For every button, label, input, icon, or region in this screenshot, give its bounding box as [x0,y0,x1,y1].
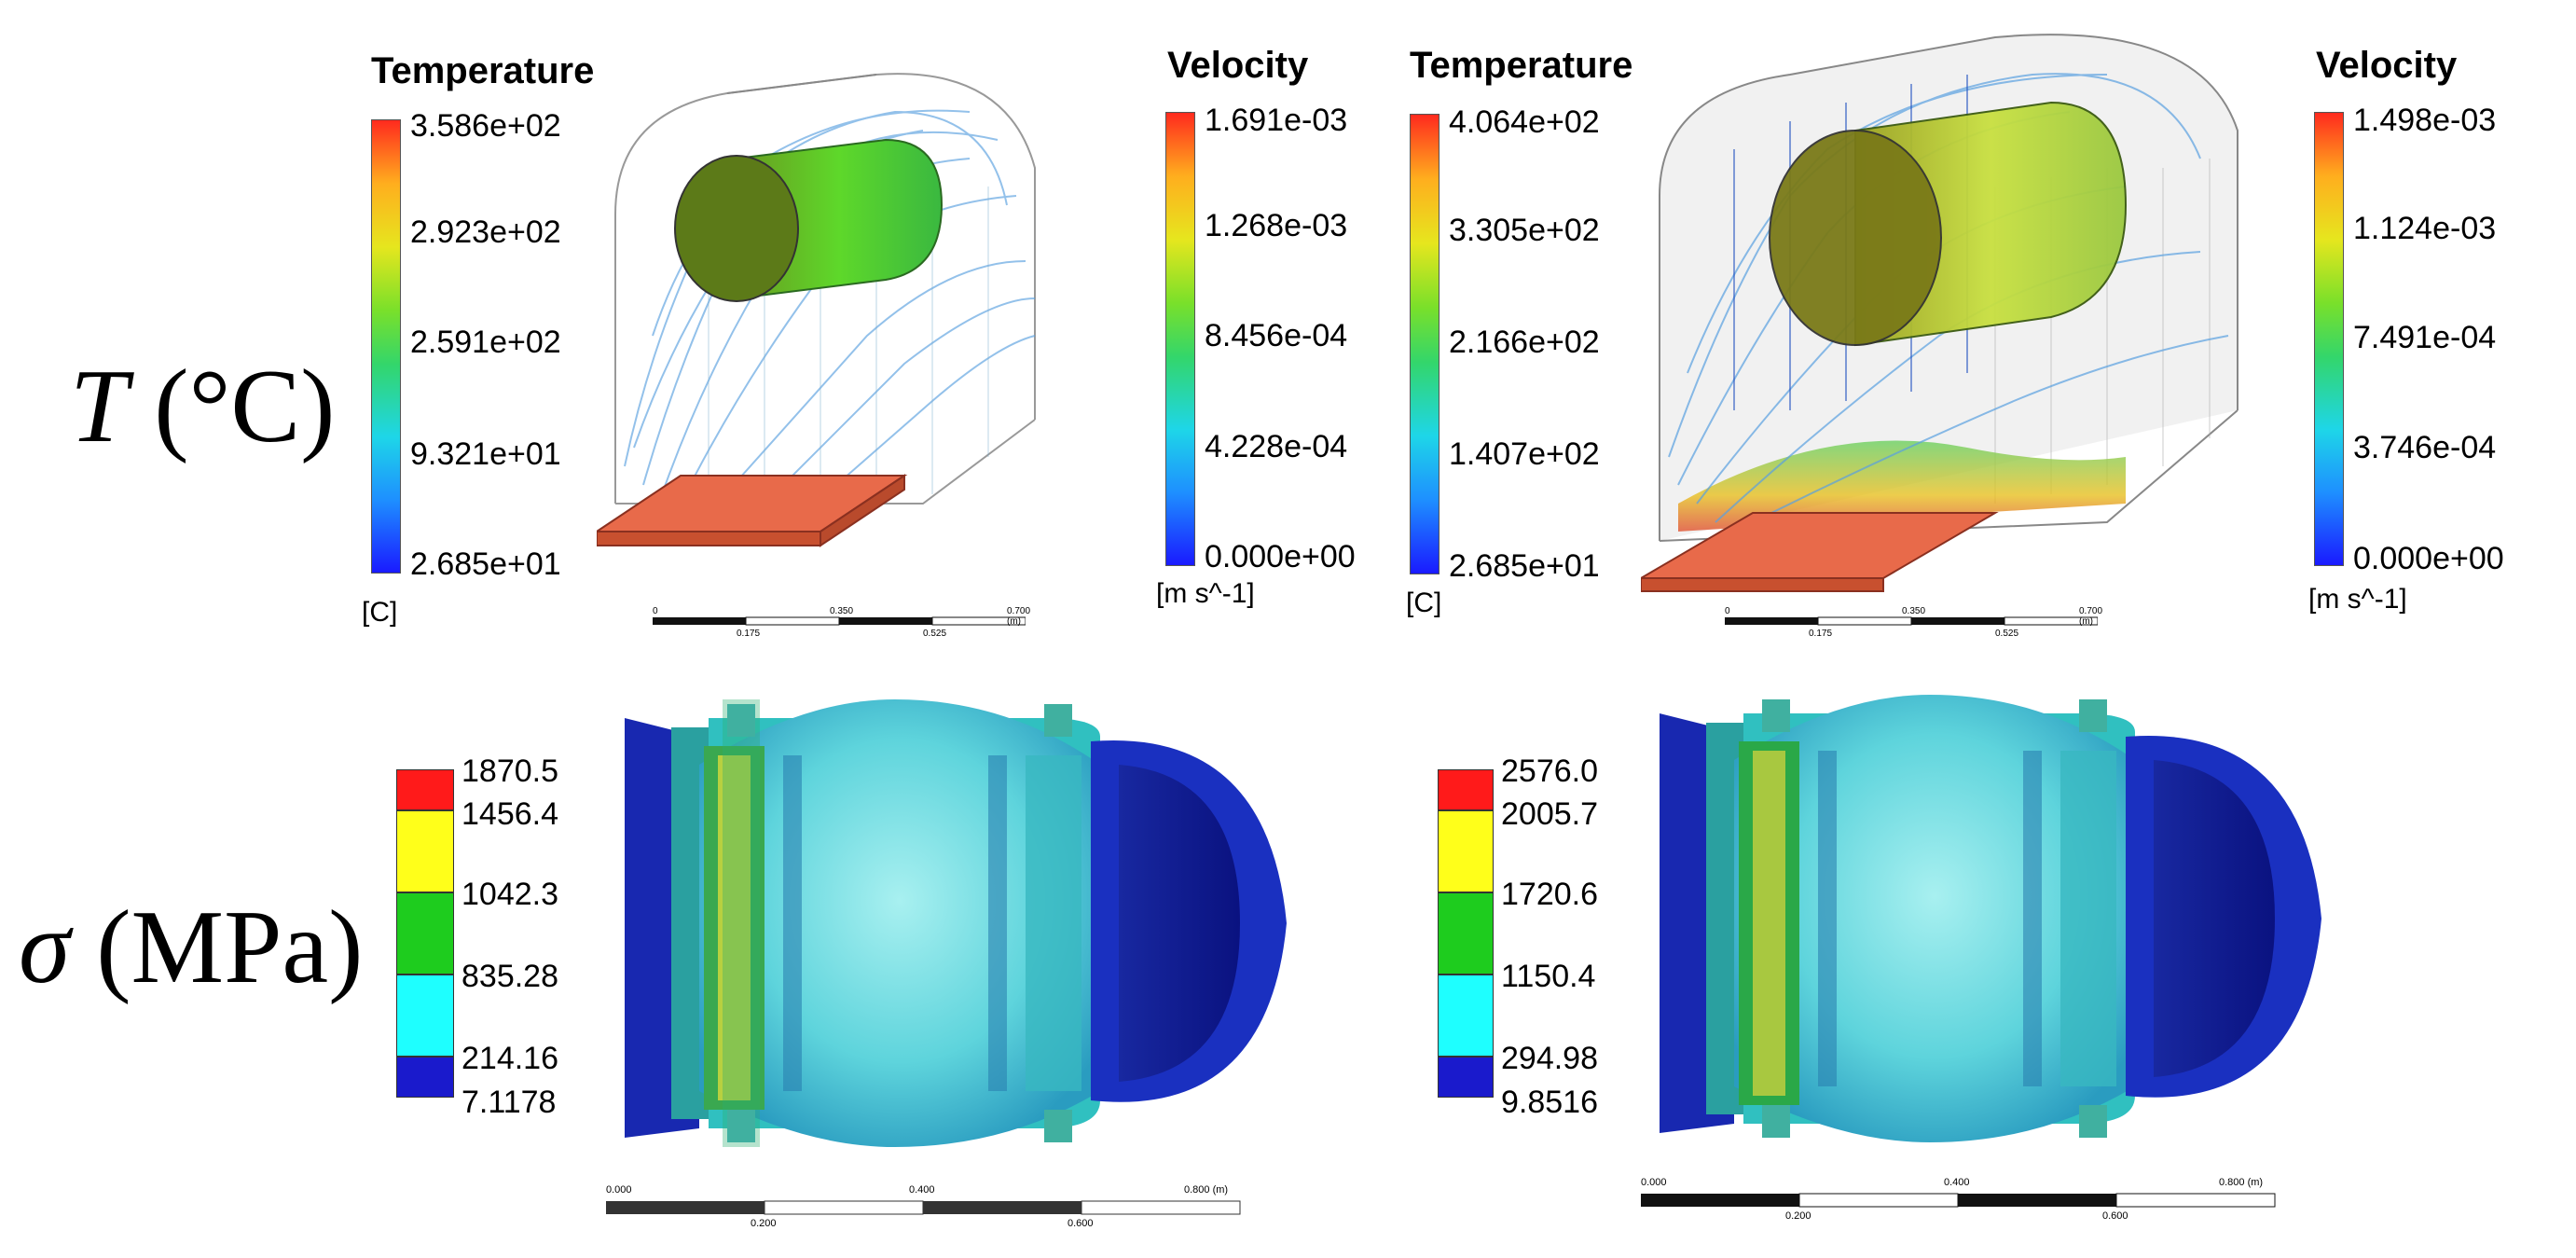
br-scale-label-3: 0.200 [1785,1210,1811,1222]
temperature-unit: (°C) [154,349,336,464]
bl-scale-label-4: 0.600 [1068,1218,1094,1229]
tl-vel-tick-2: 8.456e-04 [1205,318,1348,353]
br-legend-label-1: 2005.7 [1501,796,1598,832]
tl-vel-unit: [m s^-1] [1156,578,1255,609]
tr-scale-bar: 0 0.350 0.700 (m) 0.175 0.525 [1725,606,2102,643]
bl-legend-level-4 [396,1057,454,1098]
tr-velocity-title: Velocity [2316,45,2458,86]
tr-temp-tick-1: 3.305e+02 [1449,213,1600,248]
tl-temp-tick-3: 9.321e+01 [410,436,561,472]
tr-vel-tick-1: 1.124e-03 [2353,211,2497,246]
bl-scale-bar: 0.000 0.400 0.800 (m) 0.200 0.600 [606,1184,1249,1231]
row-label-temperature: T (°C) [70,354,335,459]
bl-scale-label-2: 0.800 (m) [1184,1184,1229,1196]
temperature-symbol: T [70,349,129,464]
br-legend-level-4 [1438,1057,1494,1098]
tr-scale-label-0: 0 [1725,606,1730,616]
tr-temp-tick-3: 1.407e+02 [1449,436,1600,472]
bl-legend-label-0: 1870.5 [461,753,558,789]
bl-scale-label-3: 0.200 [751,1218,777,1229]
tl-vel-tick-0: 1.691e-03 [1205,103,1348,138]
tl-velocity-title: Velocity [1167,45,1309,86]
bl-legend-level-0 [396,769,454,810]
br-stress-legend [1438,769,1494,1100]
tl-vel-tick-4: 0.000e+00 [1205,539,1356,574]
br-scale-bar: 0.000 0.400 0.800 (m) 0.200 0.600 [1641,1177,2284,1223]
br-legend-label-5: 9.8516 [1501,1085,1598,1120]
tl-temp-tick-4: 2.685e+01 [410,546,561,582]
br-scale-label-2: 0.800 (m) [2219,1177,2264,1188]
br-scale-label-4: 0.600 [2102,1210,2128,1222]
bl-legend-level-3 [396,975,454,1057]
tl-temp-tick-0: 3.586e+02 [410,108,561,144]
tl-velocity-colorbar [1165,112,1195,566]
tl-vel-tick-1: 1.268e-03 [1205,208,1348,243]
br-legend-level-3 [1438,975,1494,1057]
bl-scale-label-0: 0.000 [606,1184,632,1196]
br-legend-level-0 [1438,769,1494,810]
tr-vel-tick-0: 1.498e-03 [2353,103,2497,138]
bl-scale-label-1: 0.400 [909,1184,935,1196]
br-stress-contour [1660,695,2321,1142]
bl-legend-label-4: 214.16 [461,1041,558,1076]
tl-temperature-title: Temperature [371,50,595,91]
row-label-stress: σ (MPa) [19,895,363,1000]
br-legend-label-4: 294.98 [1501,1041,1598,1076]
tl-vel-tick-3: 4.228e-04 [1205,429,1348,464]
tl-temp-tick-1: 2.923e+02 [410,214,561,250]
br-scale-label-0: 0.000 [1641,1177,1667,1188]
tl-temp-tick-2: 2.591e+02 [410,325,561,360]
br-scale-label-1: 0.400 [1944,1177,1970,1188]
stress-unit: (MPa) [96,890,364,1005]
tr-temperature-title: Temperature [1410,45,1633,86]
stress-symbol: σ [19,890,71,1005]
tl-scale-bar: 0 0.350 0.700 (m) 0.175 0.525 [653,606,1030,643]
tl-scale-label-3: 0.175 [737,629,761,639]
tr-vel-tick-3: 3.746e-04 [2353,430,2497,465]
tl-temp-unit: [C] [362,597,398,628]
tl-flow-visualization [597,73,1036,547]
tr-vel-tick-4: 0.000e+00 [2353,541,2504,576]
tr-scale-label-4: 0.525 [1995,629,2019,639]
tr-temp-tick-0: 4.064e+02 [1449,104,1600,140]
tr-scale-label-3: 0.175 [1809,629,1833,639]
tl-scale-label-2: 0.700 (m) [1007,606,1031,627]
bl-legend-level-1 [396,810,454,892]
br-legend-label-2: 1720.6 [1501,877,1598,912]
br-legend-label-0: 2576.0 [1501,753,1598,789]
br-scale-bar-graphic [1641,1193,2276,1208]
br-legend-level-2 [1438,892,1494,975]
bl-stress-contour [625,699,1287,1147]
tr-scale-label-1: 0.350 [1902,606,1926,616]
br-legend-level-1 [1438,810,1494,892]
tr-velocity-colorbar [2314,112,2344,566]
tr-temp-tick-2: 2.166e+02 [1449,325,1600,360]
tr-temp-tick-4: 2.685e+01 [1449,548,1600,584]
tr-flow-visualization [1641,34,2239,592]
bl-legend-label-1: 1456.4 [461,796,558,832]
br-legend-label-3: 1150.4 [1501,959,1596,994]
tr-temperature-colorbar [1410,114,1440,574]
tl-scale-label-4: 0.525 [923,629,947,639]
tr-vel-tick-2: 7.491e-04 [2353,320,2497,355]
tl-scale-label-1: 0.350 [830,606,854,616]
tr-scale-label-2: 0.700 (m) [2079,606,2103,627]
bl-legend-level-2 [396,892,454,975]
tl-temperature-colorbar [371,119,401,574]
bl-legend-label-2: 1042.3 [461,877,558,912]
tr-temp-unit: [C] [1406,588,1442,618]
bl-stress-legend [396,769,454,1100]
tl-scale-label-0: 0 [653,606,658,616]
bl-legend-label-3: 835.28 [461,959,558,994]
bl-scale-bar-graphic [606,1200,1241,1215]
bl-legend-label-5: 7.1178 [461,1085,557,1120]
tr-vel-unit: [m s^-1] [2308,584,2407,615]
